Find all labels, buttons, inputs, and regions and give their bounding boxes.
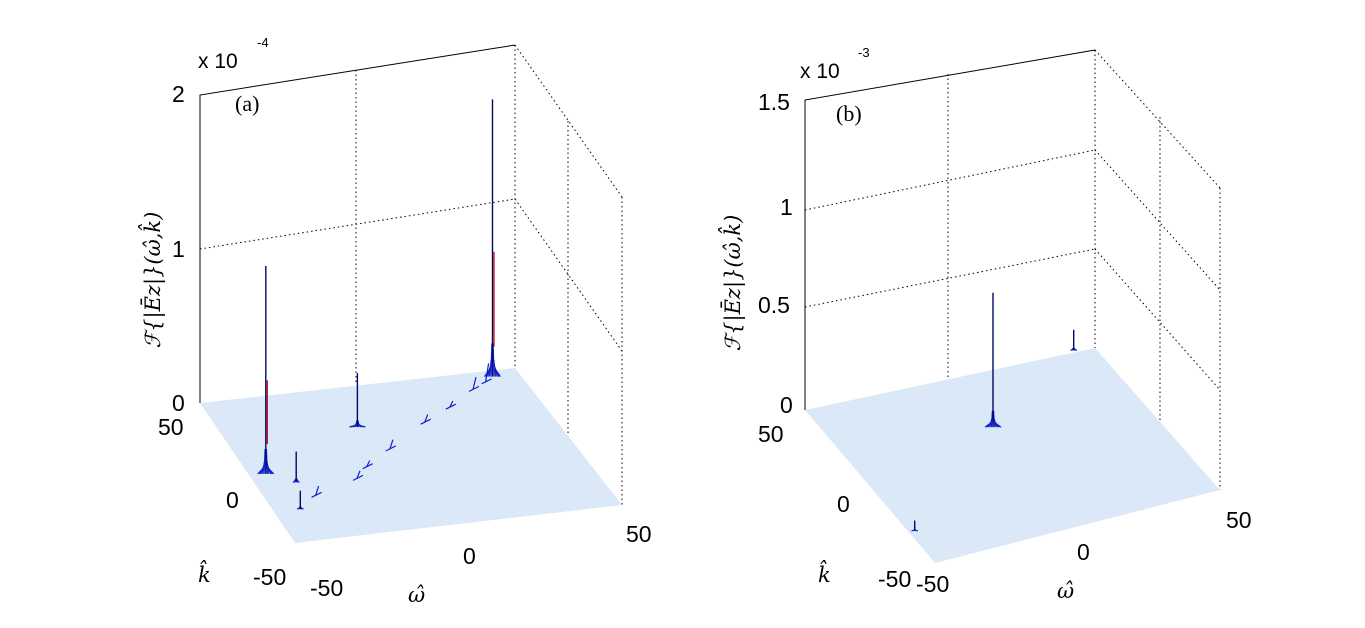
panel-a-xtick-50: 50 <box>626 521 652 547</box>
panel-b-xtick-m50: -50 <box>916 571 949 597</box>
panel-b-zlabel: ℱ{|Ēz|}(ω̂,k̂) <box>718 215 746 352</box>
panel-b-ztick-0: 0 <box>780 392 793 418</box>
panel-a-floor <box>200 368 622 543</box>
panel-b-peak-1-skirt-1 <box>1071 347 1074 351</box>
panel-a-xtick-0: 0 <box>463 543 476 569</box>
panel-b-grid-z05-side <box>1094 248 1221 391</box>
panel-a-xtick-m50: -50 <box>310 575 343 601</box>
panel-b-xtick-0: 0 <box>1077 539 1090 565</box>
panel-a-ridge-base-1 <box>362 463 373 470</box>
panel-a-peak-1-skirt-10 <box>495 369 501 377</box>
panel-a-peak-4-skirt-4 <box>301 507 304 510</box>
panel-a-ridge-base-6 <box>481 378 492 385</box>
panel-a-peak-3-skirt-1 <box>294 478 297 483</box>
panel-a-ridge-base-2 <box>385 445 397 452</box>
panel-a-ztick-1: 1 <box>172 236 185 262</box>
panel-b-grid-z1-side <box>1094 149 1221 291</box>
panel-b-grid-z05-back <box>804 248 1096 308</box>
panel-a-peak-2-skirt-10 <box>360 425 366 428</box>
panel-b-ytick-0: 0 <box>837 491 850 517</box>
panel-a-ridge-base-0 <box>352 474 364 481</box>
panel-a-ridge-base-4 <box>445 403 457 410</box>
panel-b-xtick-50: 50 <box>1226 507 1252 533</box>
panel-a-ridge-2 <box>389 439 394 450</box>
panel-b-zexp-base: x 10 <box>800 60 840 83</box>
panel-a-back-frame <box>199 44 516 403</box>
panel-a-peak-2-skirt-6 <box>357 420 360 428</box>
panel-b-peak-2-skirt-4 <box>915 529 919 532</box>
panel-b: 1.5 1 0.5 0 x 10 -3 (b) 50 0 -50 -50 0 5… <box>718 45 1251 603</box>
panel-a-ztick-0: 0 <box>172 390 185 416</box>
panel-a-ridge-7 <box>315 485 320 496</box>
panel-a-peak-4-skirt-1 <box>298 506 301 510</box>
panel-a-spikes <box>257 99 501 510</box>
panel-b-grid-z1-back <box>804 149 1096 211</box>
panel-a-peak-0-skirt-4 <box>263 448 266 474</box>
panel-b-zexp-power: -3 <box>858 45 870 60</box>
panel-b-ytick-m50: -50 <box>878 566 911 592</box>
panel-b-peak-1-skirt-4 <box>1074 348 1078 352</box>
panel-a-ytick-0: 0 <box>226 487 239 513</box>
panel-a-peak-2-skirt-4 <box>355 420 358 428</box>
panel-b-spikes <box>911 292 1078 532</box>
panel-b-label: (b) <box>836 101 862 126</box>
panel-a-ridge-base-3 <box>420 418 431 425</box>
panel-b-peak-2-skirt-1 <box>912 529 915 532</box>
panel-b-ylabel: k̂ <box>818 560 831 587</box>
panel-a-ytick-m50: -50 <box>253 564 286 590</box>
panel-a-peak-3-skirt-3 <box>296 478 299 483</box>
panel-a-ridge-4 <box>449 400 454 408</box>
panel-b-peak-0-skirt-6 <box>993 410 996 428</box>
panel-a-ridge-3 <box>424 414 429 423</box>
panel-a: 2 1 0 x 10 -4 (a) 50 0 -50 -50 0 50 k̂ ω… <box>138 35 651 607</box>
panel-a-clutter <box>311 363 492 498</box>
panel-b-ztick-1: 1 <box>780 194 793 220</box>
panel-a-ridge-0 <box>356 470 361 479</box>
panel-a-grid-z1-back <box>199 198 516 250</box>
panel-a-ridge-base-7 <box>311 491 322 498</box>
panel-a-ylabel: k̂ <box>198 560 211 587</box>
panel-a-zexp-power: -4 <box>257 35 269 50</box>
panel-a-zlabel: ℱ{|Ēz|}(ω̂,k̂) <box>138 212 166 349</box>
panel-a-xlabel: ω̂ <box>408 583 425 607</box>
panel-b-ztick-05: 0.5 <box>758 292 790 318</box>
panel-a-ridge-5 <box>472 376 477 390</box>
panel-b-floor <box>805 348 1220 563</box>
panel-b-ztick-15: 1.5 <box>758 89 790 115</box>
panel-a-ytick-50: 50 <box>158 414 184 440</box>
panel-b-peak-0-skirt-10 <box>995 423 1002 428</box>
panel-a-label: (a) <box>235 91 259 116</box>
panel-b-xlabel: ω̂ <box>1057 579 1074 603</box>
panel-a-ridge-base-5 <box>468 385 480 392</box>
panel-a-ridge-1 <box>366 460 371 467</box>
panel-b-ytick-50: 50 <box>758 421 784 447</box>
panel-a-ztick-2: 2 <box>172 81 185 107</box>
panel-a-peak-3-skirt-4 <box>297 480 300 483</box>
panel-b-peak-0-skirt-4 <box>990 410 993 428</box>
panel-b-top-right-edge <box>1094 49 1221 189</box>
panel-a-peak-0-skirt-10 <box>268 468 275 475</box>
panel-a-peak-1-skirt-4 <box>490 343 493 377</box>
panel-a-zexp-base: x 10 <box>198 50 238 73</box>
